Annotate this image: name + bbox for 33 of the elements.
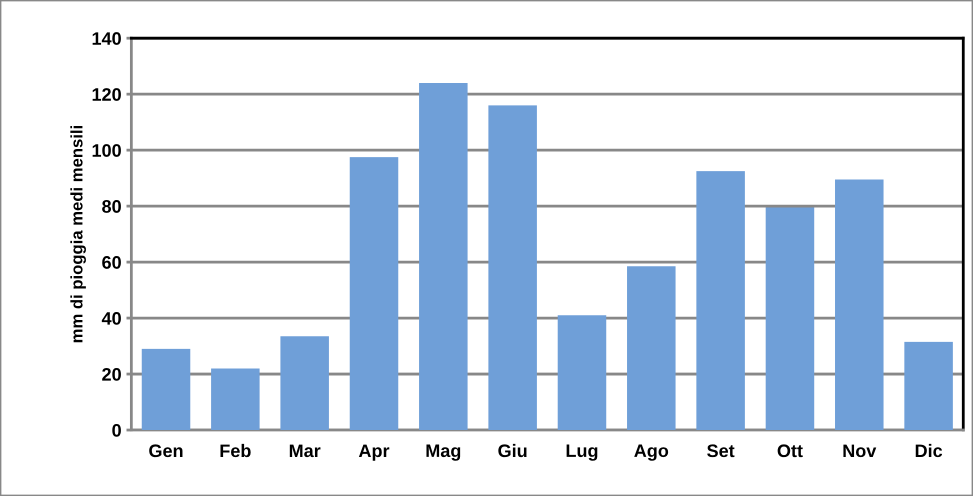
x-tick-label: Set [707,444,734,458]
bar [696,171,745,430]
bar [766,208,814,430]
y-tick-label: 140 [92,32,121,45]
bar [350,157,398,430]
x-tick-label: Nov [843,444,876,458]
x-tick-label: Gen [149,444,182,458]
y-tick-label: 40 [102,312,121,325]
x-tick-label: Ago [634,444,668,461]
x-tick-label: Lug [566,444,598,461]
x-tick-label: Mar [290,444,320,458]
bar [488,105,537,430]
y-tick-label: 100 [92,144,121,157]
bar [558,315,606,430]
bar [142,348,190,430]
y-tick-label: 60 [102,256,121,269]
y-tick-label: 20 [102,368,121,381]
y-tick-label: 80 [102,200,121,213]
x-tick-label: Feb [220,444,251,458]
x-tick-label: Mag [426,444,460,461]
bar [419,82,468,430]
x-tick-label: Giu [498,444,527,458]
bar [835,180,884,430]
x-tick-label: Apr [358,444,390,461]
bar [211,368,260,430]
bar [904,342,953,430]
x-tick-label: Ott [778,444,803,458]
y-tick-label: 120 [92,88,121,101]
bar [280,336,329,430]
x-tick-label: Dic [916,444,942,458]
y-tick-label: 0 [112,424,121,437]
bar [627,266,676,430]
y-axis-title: mm di pioggia medi mensili [70,126,86,342]
